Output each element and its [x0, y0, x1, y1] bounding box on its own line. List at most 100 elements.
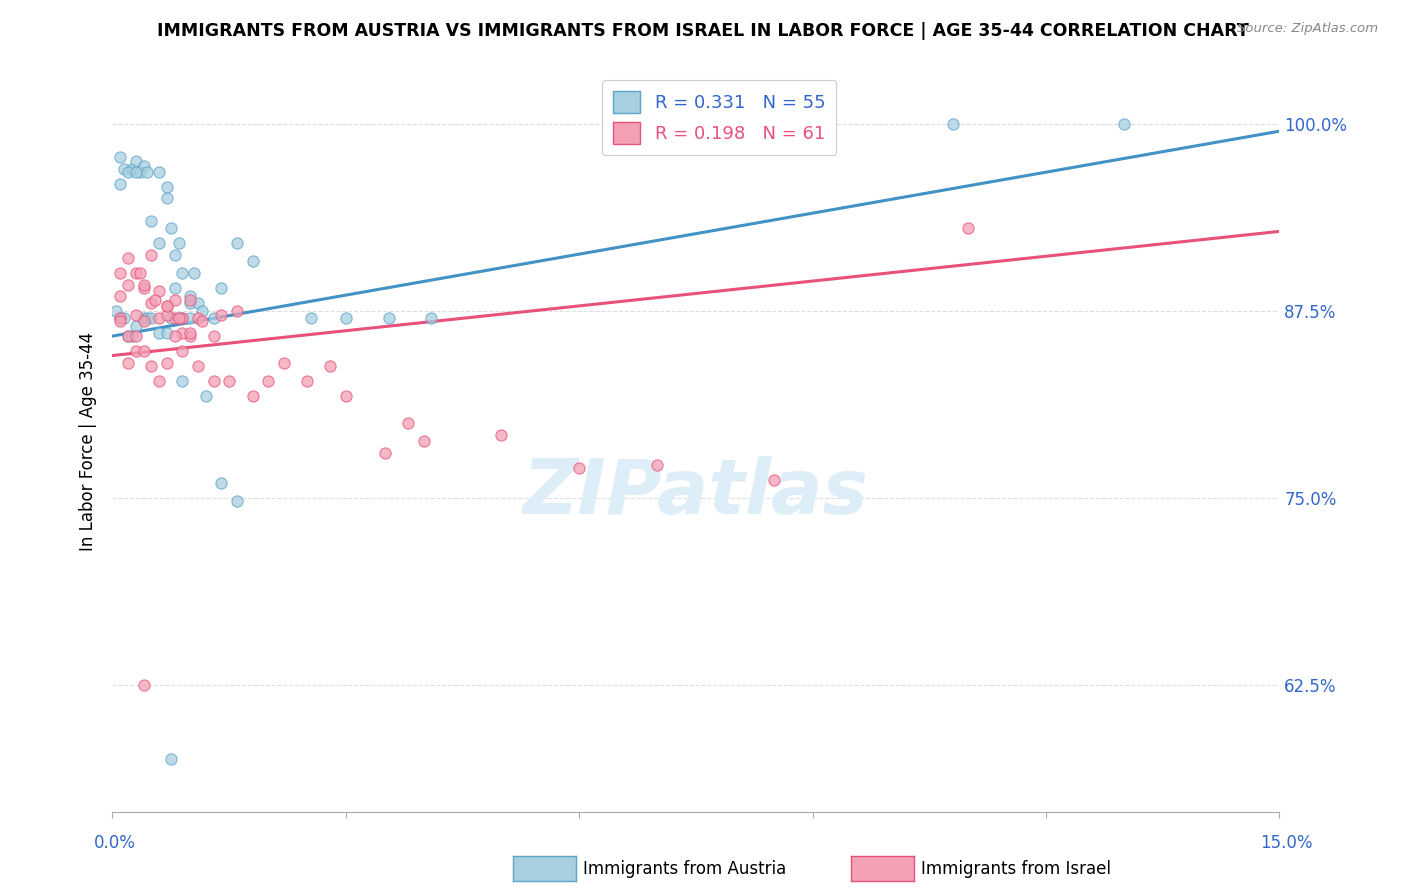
Point [187, 359, 209, 373]
Point [491, 427, 513, 442]
Point [160, 311, 183, 326]
Point [179, 296, 201, 310]
Point [242, 389, 264, 403]
Point [141, 214, 163, 228]
Point [110, 177, 132, 191]
Point [160, 752, 183, 766]
Point [136, 311, 159, 326]
Point [112, 311, 135, 326]
Point [335, 311, 357, 326]
Point [257, 374, 280, 388]
Text: Immigrants from Israel: Immigrants from Israel [921, 860, 1111, 878]
Point [141, 359, 163, 373]
Point [148, 326, 170, 340]
Point [226, 303, 249, 318]
Point [226, 493, 249, 508]
Point [110, 314, 132, 328]
Point [136, 164, 159, 178]
Point [148, 164, 170, 178]
Point [141, 248, 163, 262]
Point [172, 311, 194, 326]
Point [172, 311, 194, 326]
Point [105, 303, 128, 318]
Point [141, 311, 163, 326]
Point [125, 344, 148, 359]
Point [117, 329, 139, 343]
Point [167, 311, 190, 326]
Point [156, 299, 179, 313]
Point [179, 293, 201, 308]
Point [179, 326, 201, 340]
Point [163, 293, 186, 308]
Point [194, 389, 217, 403]
Point [179, 311, 201, 326]
Point [568, 460, 591, 475]
Point [209, 281, 232, 295]
Point [377, 311, 399, 326]
Point [132, 278, 155, 293]
Point [202, 374, 225, 388]
Point [141, 296, 163, 310]
Point [117, 164, 139, 178]
Text: 15.0%: 15.0% [1260, 834, 1313, 852]
Point [156, 299, 179, 313]
Point [156, 179, 179, 194]
Point [148, 236, 170, 251]
Point [295, 374, 318, 388]
Text: IMMIGRANTS FROM AUSTRIA VS IMMIGRANTS FROM ISRAEL IN LABOR FORCE | AGE 35-44 COR: IMMIGRANTS FROM AUSTRIA VS IMMIGRANTS FR… [157, 22, 1249, 40]
Point [160, 221, 183, 235]
Point [179, 289, 201, 303]
Point [132, 677, 155, 691]
Point [942, 117, 965, 131]
Point [163, 311, 186, 326]
Point [121, 161, 143, 176]
Point [110, 311, 132, 326]
Point [110, 289, 132, 303]
Point [110, 150, 132, 164]
Point [335, 389, 357, 403]
Point [156, 308, 179, 322]
Point [202, 311, 225, 326]
Text: 0.0%: 0.0% [94, 834, 136, 852]
Text: ZIPatlas: ZIPatlas [523, 457, 869, 531]
Point [957, 221, 980, 235]
Point [148, 311, 170, 326]
Point [132, 314, 155, 328]
Point [128, 164, 150, 178]
Point [242, 254, 264, 268]
Point [645, 458, 668, 472]
Point [132, 344, 155, 359]
Point [125, 266, 148, 280]
Point [187, 296, 209, 310]
Point [163, 281, 186, 295]
Point [420, 311, 443, 326]
Point [273, 356, 295, 370]
Point [143, 293, 166, 308]
Point [179, 329, 201, 343]
Point [191, 314, 214, 328]
Point [202, 329, 225, 343]
Point [299, 311, 322, 326]
Text: Immigrants from Austria: Immigrants from Austria [583, 860, 787, 878]
Point [110, 266, 132, 280]
Point [125, 318, 148, 333]
Point [132, 311, 155, 326]
Point [172, 326, 194, 340]
Point [117, 252, 139, 266]
Point [172, 374, 194, 388]
Point [128, 266, 150, 280]
Point [218, 374, 240, 388]
Point [172, 266, 194, 280]
Point [156, 356, 179, 370]
Text: Source: ZipAtlas.com: Source: ZipAtlas.com [1237, 22, 1378, 36]
Point [183, 266, 205, 280]
Point [412, 434, 434, 448]
Point [125, 308, 148, 322]
Point [1112, 117, 1135, 131]
Point [167, 311, 190, 326]
Point [396, 416, 419, 430]
Point [125, 164, 148, 178]
Point [226, 236, 249, 251]
Point [112, 161, 135, 176]
Point [117, 329, 139, 343]
